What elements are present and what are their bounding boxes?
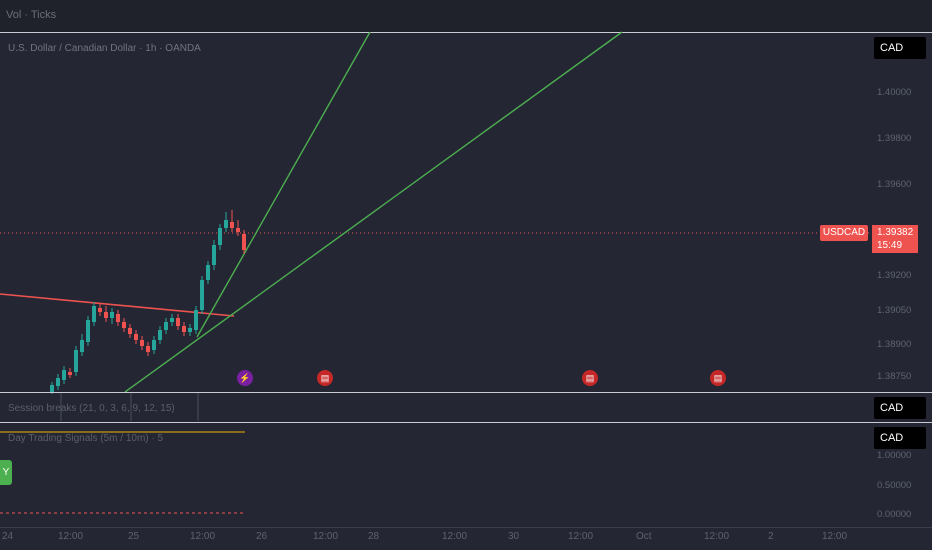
candle-body xyxy=(116,314,120,322)
price-tick: 1.39050 xyxy=(877,305,912,316)
candle-body xyxy=(164,322,168,330)
pane-separator xyxy=(0,422,932,423)
price-tick: 1.39200 xyxy=(877,270,912,281)
time-tick: 12:00 xyxy=(313,531,339,542)
time-tick: 12:00 xyxy=(58,531,84,542)
candle-body xyxy=(92,306,96,322)
candle-body xyxy=(194,310,198,330)
price-tick: 1.40000 xyxy=(877,87,912,98)
candle-body xyxy=(86,320,90,342)
candle-body xyxy=(146,346,150,352)
buy-signal-badge: Y xyxy=(0,460,12,485)
green-trendline-shallow xyxy=(124,31,623,393)
candle-body xyxy=(62,370,66,380)
candle-body xyxy=(134,334,138,340)
us-flag-icon[interactable]: ▤ xyxy=(317,370,333,386)
candle-body xyxy=(56,378,60,386)
time-tick: 12:00 xyxy=(704,531,730,542)
candle-body xyxy=(110,312,114,318)
signals-tick: 0.50000 xyxy=(877,480,912,491)
lightning-icon[interactable]: ⚡ xyxy=(237,370,253,386)
price-tick: 1.38900 xyxy=(877,339,912,350)
us-flag-icon[interactable]: ▤ xyxy=(710,370,726,386)
candle-body xyxy=(140,340,144,346)
signals-tick: 0.00000 xyxy=(877,509,912,520)
candle-body xyxy=(68,372,72,375)
time-tick: 24 xyxy=(2,531,14,542)
currency-badge-signals[interactable]: CAD xyxy=(874,427,926,449)
candle-body xyxy=(128,328,132,334)
indicator-label[interactable]: Vol · Ticks xyxy=(6,9,57,21)
candle-body xyxy=(122,322,126,328)
candle-body xyxy=(242,234,246,250)
candle-body xyxy=(188,328,192,332)
time-tick: 25 xyxy=(128,531,140,542)
candle-body xyxy=(74,350,78,372)
price-tick: 1.39600 xyxy=(877,179,912,190)
green-trendline-steep xyxy=(196,31,371,338)
candle-body xyxy=(170,318,174,322)
candle-body xyxy=(152,340,156,350)
last-price-badge: 1.39382 15:49 xyxy=(872,225,918,253)
candlesticks xyxy=(50,210,246,394)
time-tick: 30 xyxy=(508,531,520,542)
candle-body xyxy=(158,330,162,340)
time-tick: 12:00 xyxy=(822,531,848,542)
top-toolbar: Vol · Ticks xyxy=(0,0,932,32)
candle-body xyxy=(182,326,186,332)
red-trendline xyxy=(0,293,235,317)
time-axis-separator xyxy=(0,527,932,528)
candle-body xyxy=(98,308,102,312)
currency-badge-session[interactable]: CAD xyxy=(874,397,926,419)
time-tick: 28 xyxy=(368,531,380,542)
time-tick: 26 xyxy=(256,531,268,542)
time-tick: 12:00 xyxy=(190,531,216,542)
candle-body xyxy=(230,222,234,228)
candle-body xyxy=(206,265,210,280)
time-tick: 12:00 xyxy=(442,531,468,542)
time-tick: 2 xyxy=(768,531,774,542)
pane-separator xyxy=(0,32,932,33)
symbol-title: U.S. Dollar / Canadian Dollar · 1h · OAN… xyxy=(8,43,201,54)
signals-label[interactable]: Day Trading Signals (5m / 10m) · 5 xyxy=(8,433,164,444)
symbol-badge: USDCAD xyxy=(820,225,868,241)
candle-body xyxy=(80,340,84,352)
price-tick: 1.39800 xyxy=(877,133,912,144)
candle-body xyxy=(224,220,228,228)
session-breaks-label[interactable]: Session breaks (21, 0, 3, 6, 9, 12, 15) xyxy=(8,403,175,414)
candle-body xyxy=(218,228,222,245)
bar-countdown: 15:49 xyxy=(877,240,903,251)
candle-body xyxy=(176,318,180,326)
currency-badge-main[interactable]: CAD xyxy=(874,37,926,59)
candle-body xyxy=(104,312,108,318)
candle-body xyxy=(200,280,204,310)
candle-body xyxy=(50,385,54,392)
us-flag-icon[interactable]: ▤ xyxy=(582,370,598,386)
candle-body xyxy=(236,228,240,232)
main-chart[interactable] xyxy=(0,0,872,527)
last-price-value: 1.39382 xyxy=(877,227,914,238)
signals-tick: 1.00000 xyxy=(877,450,912,461)
price-tick: 1.38750 xyxy=(877,371,912,382)
candle-body xyxy=(212,245,216,265)
time-tick: Oct xyxy=(636,531,652,542)
time-tick: 12:00 xyxy=(568,531,594,542)
pane-separator xyxy=(0,392,932,393)
